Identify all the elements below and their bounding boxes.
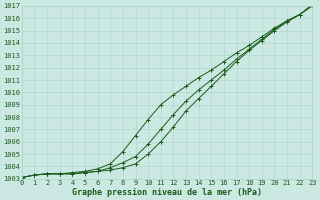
X-axis label: Graphe pression niveau de la mer (hPa): Graphe pression niveau de la mer (hPa)	[72, 188, 262, 197]
